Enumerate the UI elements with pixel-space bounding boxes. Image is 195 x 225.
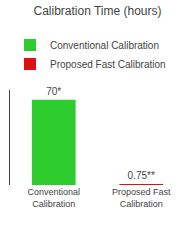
svg-text:Proposed FastCalibration: Proposed FastCalibration (112, 187, 171, 209)
svg-text:Conventional Calibration: Conventional Calibration (50, 40, 159, 51)
svg-text:ConventionalCalibration: ConventionalCalibration (27, 187, 80, 209)
svg-text:0.75**: 0.75** (128, 170, 155, 181)
svg-text:Proposed Fast Calibration: Proposed Fast Calibration (50, 59, 166, 70)
svg-text:70*: 70* (46, 86, 61, 97)
svg-text:Calibration Time (hours): Calibration Time (hours) (33, 4, 161, 18)
